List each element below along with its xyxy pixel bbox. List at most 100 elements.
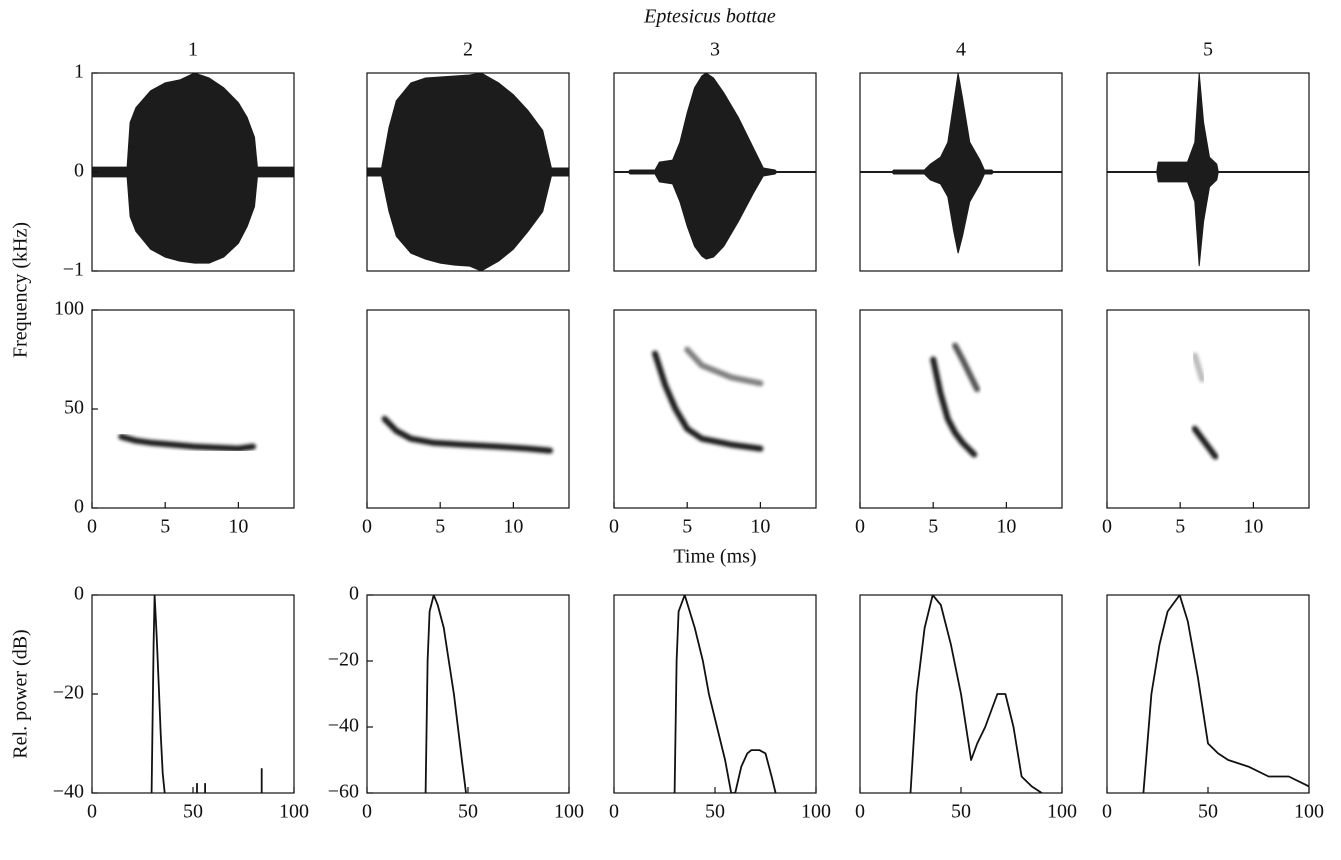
x-tick-label: 0	[87, 801, 97, 823]
y-tick-label: −40	[328, 715, 359, 737]
panel-frame	[859, 594, 1063, 794]
y-tick-label: 0	[74, 583, 84, 605]
panel-frame	[613, 594, 817, 794]
panel	[673, 595, 777, 793]
spectrum-line	[909, 595, 1043, 793]
x-tick-label: 0	[855, 801, 865, 823]
panel	[150, 595, 263, 793]
x-tick-label: 100	[279, 801, 309, 823]
y-tick-label: −20	[328, 649, 359, 671]
panel	[614, 73, 816, 260]
x-tick-label: 0	[362, 516, 372, 538]
panel-frame	[613, 309, 817, 509]
harmonic-trace	[1191, 352, 1206, 383]
x-tick-label: 5	[682, 516, 692, 538]
y-axis-label: Rel. power (dB)	[10, 629, 32, 758]
panel-title: 3	[710, 39, 720, 61]
x-tick-label: 100	[1047, 801, 1077, 823]
panel-frame	[91, 72, 295, 272]
panel-frame	[1106, 309, 1310, 509]
y-tick-label: −20	[53, 682, 84, 704]
x-tick-label: 10	[503, 516, 523, 538]
x-tick-label: 50	[951, 801, 971, 823]
panel-frame	[91, 594, 295, 794]
panel-title: 2	[463, 39, 473, 61]
harmonic-trace	[118, 433, 256, 452]
x-tick-label: 5	[1175, 516, 1185, 538]
x-tick-label: 50	[705, 801, 725, 823]
x-tick-label: 10	[750, 516, 770, 538]
panel-title: 1	[188, 39, 198, 61]
figure-title: Eptesicus bottae	[643, 6, 776, 28]
panel-title: 5	[1203, 39, 1213, 61]
x-tick-label: 50	[458, 801, 478, 823]
harmonic-trace	[684, 346, 764, 387]
x-tick-label: 50	[1198, 801, 1218, 823]
x-tick-label: 10	[996, 516, 1016, 538]
x-tick-label: 0	[87, 516, 97, 538]
panel	[92, 73, 294, 264]
panel-frame	[366, 594, 570, 794]
x-axis-label: Time (ms)	[673, 546, 756, 568]
panel	[909, 595, 1043, 793]
x-tick-label: 5	[435, 516, 445, 538]
x-tick-label: 5	[160, 516, 170, 538]
panel	[424, 595, 467, 793]
x-tick-label: 0	[609, 801, 619, 823]
panel	[930, 342, 981, 458]
panel-frame	[366, 72, 570, 272]
x-tick-label: 0	[609, 516, 619, 538]
panel	[381, 415, 553, 454]
y-tick-label: 1	[74, 61, 84, 83]
x-tick-label: 5	[928, 516, 938, 538]
panel-frame	[366, 309, 570, 509]
panel-frame	[1106, 72, 1310, 272]
panel-frame	[613, 72, 817, 272]
spectrum-line	[150, 595, 263, 793]
harmonic-trace	[930, 356, 978, 458]
harmonic-trace	[381, 415, 553, 454]
spectrum-line	[1142, 595, 1309, 793]
y-tick-label: 100	[54, 298, 84, 320]
panel	[1107, 73, 1309, 267]
waveform-envelope	[860, 73, 1062, 254]
y-tick-label: 0	[349, 583, 359, 605]
y-axis-label: Frequency (kHz)	[10, 222, 32, 358]
spectrum-line	[673, 595, 777, 793]
waveform-envelope	[92, 73, 294, 264]
panel	[860, 73, 1062, 254]
panel-title: 4	[956, 39, 966, 61]
x-tick-label: 50	[183, 801, 203, 823]
waveform-envelope	[1107, 73, 1309, 267]
waveform-envelope	[614, 73, 816, 260]
x-tick-label: 100	[1294, 801, 1324, 823]
y-tick-label: −40	[53, 781, 84, 803]
x-tick-label: 0	[855, 516, 865, 538]
panel-frame	[859, 72, 1063, 272]
y-tick-label: −1	[63, 259, 84, 281]
waveform-envelope	[367, 73, 569, 271]
x-tick-label: 0	[362, 801, 372, 823]
y-tick-label: 0	[74, 496, 84, 518]
x-tick-label: 100	[554, 801, 584, 823]
spectrum-line	[424, 595, 467, 793]
harmonic-trace	[1191, 425, 1219, 460]
panel	[118, 433, 256, 452]
panel	[1191, 352, 1219, 460]
x-tick-label: 100	[801, 801, 831, 823]
panel-frame	[91, 309, 295, 509]
panel-frame	[859, 309, 1063, 509]
panel	[1142, 595, 1309, 793]
x-tick-label: 10	[228, 516, 248, 538]
harmonic-trace	[952, 342, 981, 393]
x-tick-label: 0	[1102, 516, 1112, 538]
panel	[652, 346, 764, 452]
panel-frame	[1106, 594, 1310, 794]
y-tick-label: 0	[74, 160, 84, 182]
y-tick-label: −60	[328, 781, 359, 803]
panel	[367, 73, 569, 271]
y-tick-label: 50	[64, 397, 84, 419]
x-tick-label: 10	[1243, 516, 1263, 538]
x-tick-label: 0	[1102, 801, 1112, 823]
